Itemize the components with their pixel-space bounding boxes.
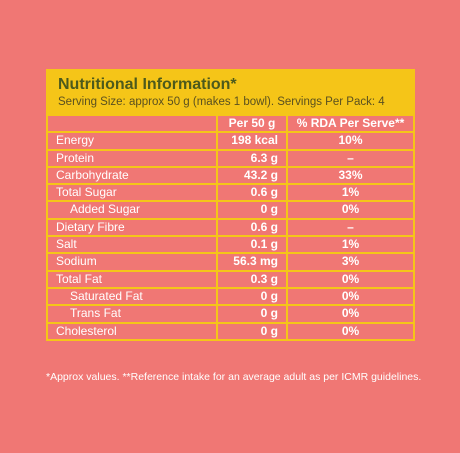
nutrient-name: Dietary Fibre [48, 217, 218, 238]
rda-value: 10% [286, 132, 413, 151]
per-50g-value: 0 g [216, 200, 288, 220]
per-50g-value: 0.1 g [216, 235, 288, 255]
footnote: *Approx values. **Reference intake for a… [46, 371, 422, 383]
nutrient-name: Cholesterol [48, 321, 218, 339]
nutrition-title: Nutritional Information* [58, 76, 237, 93]
nutrient-name: Saturated Fat [48, 286, 218, 307]
column-header-rda: % RDA Per Serve** [286, 116, 413, 134]
nutrient-name: Added Sugar [48, 200, 218, 220]
table-row: Protein 6.3 g – [48, 148, 413, 168]
nutrient-name: Trans Fat [48, 304, 218, 324]
per-50g-value: 0.3 g [216, 269, 288, 289]
rda-value: 0% [286, 269, 413, 289]
table-row: Carbohydrate 43.2 g 33% [48, 165, 413, 186]
per-50g-value: 198 kcal [216, 132, 288, 151]
nutrition-panel: Nutritional Information* Serving Size: a… [46, 69, 415, 341]
rda-value: 1% [286, 183, 413, 203]
rda-value: – [286, 217, 413, 238]
per-50g-value: 0 g [216, 321, 288, 339]
nutrient-name: Salt [48, 235, 218, 255]
nutrient-name: Protein [48, 148, 218, 168]
nutrient-name: Energy [48, 132, 218, 151]
table-row: Saturated Fat 0 g 0% [48, 286, 413, 307]
table-row: Dietary Fibre 0.6 g – [48, 217, 413, 238]
per-50g-value: 43.2 g [216, 165, 288, 186]
per-50g-value: 0.6 g [216, 217, 288, 238]
table-row: Energy 198 kcal 10% [48, 132, 413, 151]
column-header-per50: Per 50 g [216, 116, 288, 134]
nutrient-name: Carbohydrate [48, 165, 218, 186]
table-row: Trans Fat 0 g 0% [48, 304, 413, 324]
serving-info: Serving Size: approx 50 g (makes 1 bowl)… [58, 96, 385, 108]
nutrition-header: Nutritional Information* Serving Size: a… [48, 71, 413, 116]
rda-value: – [286, 148, 413, 168]
table-row: Total Sugar 0.6 g 1% [48, 183, 413, 203]
nutrient-name: Total Fat [48, 269, 218, 289]
table-row: Added Sugar 0 g 0% [48, 200, 413, 220]
per-50g-value: 0 g [216, 304, 288, 324]
rda-value: 3% [286, 252, 413, 272]
per-50g-value: 56.3 mg [216, 252, 288, 272]
per-50g-value: 6.3 g [216, 148, 288, 168]
rda-value: 33% [286, 165, 413, 186]
rda-value: 0% [286, 200, 413, 220]
per-50g-value: 0.6 g [216, 183, 288, 203]
table-row: Salt 0.1 g 1% [48, 235, 413, 255]
table-row: Cholesterol 0 g 0% [48, 321, 413, 339]
table-header-row: Per 50 g % RDA Per Serve** [48, 116, 413, 134]
per-50g-value: 0 g [216, 286, 288, 307]
table-row: Sodium 56.3 mg 3% [48, 252, 413, 272]
nutrient-name: Sodium [48, 252, 218, 272]
rda-value: 0% [286, 286, 413, 307]
nutrition-table: Per 50 g % RDA Per Serve** Energy 198 kca… [48, 116, 413, 339]
rda-value: 0% [286, 321, 413, 339]
rda-value: 1% [286, 235, 413, 255]
nutrient-name: Total Sugar [48, 183, 218, 203]
column-header-nutrient [48, 116, 218, 134]
table-row: Total Fat 0.3 g 0% [48, 269, 413, 289]
rda-value: 0% [286, 304, 413, 324]
